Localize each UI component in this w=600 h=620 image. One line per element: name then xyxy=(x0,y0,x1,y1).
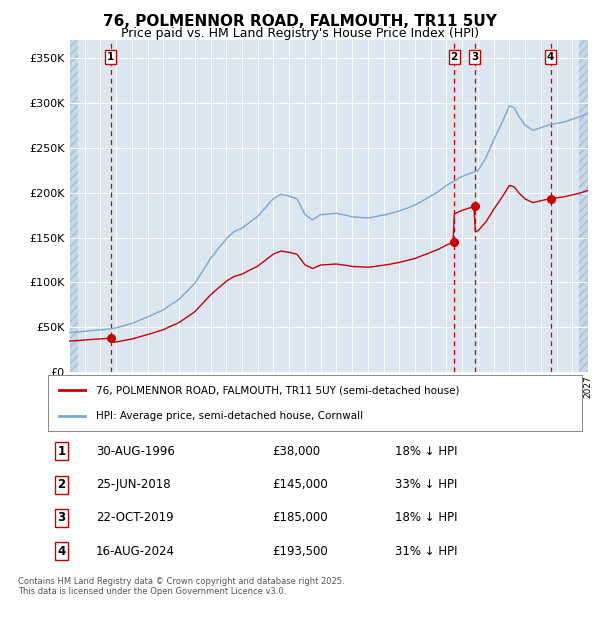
Text: HPI: Average price, semi-detached house, Cornwall: HPI: Average price, semi-detached house,… xyxy=(96,411,363,421)
Text: 3: 3 xyxy=(471,52,479,62)
Text: 30-AUG-1996: 30-AUG-1996 xyxy=(96,445,175,458)
Text: 16-AUG-2024: 16-AUG-2024 xyxy=(96,545,175,558)
Text: 33% ↓ HPI: 33% ↓ HPI xyxy=(395,478,457,491)
Text: 18% ↓ HPI: 18% ↓ HPI xyxy=(395,445,458,458)
Text: 2: 2 xyxy=(451,52,458,62)
Text: 25-JUN-2018: 25-JUN-2018 xyxy=(96,478,170,491)
Text: 2: 2 xyxy=(57,478,65,491)
Text: £145,000: £145,000 xyxy=(272,478,328,491)
Text: 4: 4 xyxy=(547,52,554,62)
Text: 18% ↓ HPI: 18% ↓ HPI xyxy=(395,512,458,525)
Text: 76, POLMENNOR ROAD, FALMOUTH, TR11 5UY: 76, POLMENNOR ROAD, FALMOUTH, TR11 5UY xyxy=(103,14,497,29)
Text: £193,500: £193,500 xyxy=(272,545,328,558)
Text: 3: 3 xyxy=(57,512,65,525)
Text: 22-OCT-2019: 22-OCT-2019 xyxy=(96,512,173,525)
Text: £185,000: £185,000 xyxy=(272,512,328,525)
Text: Contains HM Land Registry data © Crown copyright and database right 2025.
This d: Contains HM Land Registry data © Crown c… xyxy=(18,577,344,596)
Text: 31% ↓ HPI: 31% ↓ HPI xyxy=(395,545,458,558)
Text: 1: 1 xyxy=(57,445,65,458)
Text: £38,000: £38,000 xyxy=(272,445,320,458)
Bar xyxy=(69,40,77,372)
Text: 4: 4 xyxy=(57,545,65,558)
Bar xyxy=(580,40,588,372)
Text: Price paid vs. HM Land Registry's House Price Index (HPI): Price paid vs. HM Land Registry's House … xyxy=(121,27,479,40)
Text: 76, POLMENNOR ROAD, FALMOUTH, TR11 5UY (semi-detached house): 76, POLMENNOR ROAD, FALMOUTH, TR11 5UY (… xyxy=(96,385,460,395)
Text: 1: 1 xyxy=(107,52,115,62)
